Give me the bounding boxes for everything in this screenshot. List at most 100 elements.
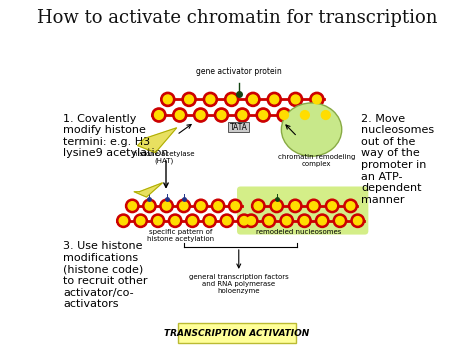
Circle shape bbox=[277, 108, 291, 122]
Circle shape bbox=[160, 199, 173, 213]
Circle shape bbox=[256, 108, 270, 122]
Circle shape bbox=[252, 199, 265, 213]
Text: chromatin remodeling
complex: chromatin remodeling complex bbox=[278, 154, 356, 168]
Circle shape bbox=[197, 202, 205, 210]
Circle shape bbox=[325, 199, 339, 213]
Circle shape bbox=[171, 217, 179, 225]
Text: TATA: TATA bbox=[230, 122, 248, 132]
Circle shape bbox=[265, 217, 273, 225]
Circle shape bbox=[163, 202, 171, 210]
Circle shape bbox=[161, 92, 175, 106]
Circle shape bbox=[310, 202, 318, 210]
Circle shape bbox=[291, 95, 300, 104]
Text: TRANSCRIPTION ACTIVATION: TRANSCRIPTION ACTIVATION bbox=[164, 329, 310, 338]
Text: remodeled nucleosomes: remodeled nucleosomes bbox=[256, 229, 342, 235]
Circle shape bbox=[321, 111, 330, 119]
Circle shape bbox=[175, 111, 184, 119]
Circle shape bbox=[151, 214, 164, 228]
Circle shape bbox=[307, 199, 320, 213]
Text: How to activate chromatin for transcription: How to activate chromatin for transcript… bbox=[37, 9, 437, 27]
Circle shape bbox=[168, 214, 182, 228]
Circle shape bbox=[206, 95, 215, 104]
Circle shape bbox=[203, 92, 218, 106]
Circle shape bbox=[152, 108, 166, 122]
Circle shape bbox=[254, 202, 263, 210]
Ellipse shape bbox=[282, 103, 342, 156]
Circle shape bbox=[214, 202, 222, 210]
Circle shape bbox=[262, 214, 276, 228]
Text: 3. Use histone
modifications
(histone code)
to recruit other
activator/co-
activ: 3. Use histone modifications (histone co… bbox=[63, 241, 147, 310]
Circle shape bbox=[220, 214, 234, 228]
Circle shape bbox=[240, 217, 248, 225]
Circle shape bbox=[336, 217, 344, 225]
Circle shape bbox=[354, 217, 362, 225]
Circle shape bbox=[346, 202, 355, 210]
Circle shape bbox=[128, 202, 137, 210]
Circle shape bbox=[194, 199, 208, 213]
Text: histone acetylase
(HAT): histone acetylase (HAT) bbox=[134, 151, 195, 164]
Circle shape bbox=[237, 214, 251, 228]
Circle shape bbox=[180, 202, 188, 210]
Circle shape bbox=[203, 214, 216, 228]
Circle shape bbox=[211, 199, 225, 213]
Polygon shape bbox=[134, 183, 163, 197]
Circle shape bbox=[225, 92, 239, 106]
Text: general transcription factors
and RNA polymerase
holoenzyme: general transcription factors and RNA po… bbox=[189, 274, 289, 294]
Circle shape bbox=[186, 214, 199, 228]
Circle shape bbox=[298, 108, 312, 122]
Circle shape bbox=[333, 214, 346, 228]
FancyBboxPatch shape bbox=[237, 186, 368, 235]
Circle shape bbox=[291, 202, 300, 210]
Circle shape bbox=[259, 111, 268, 119]
Circle shape bbox=[173, 108, 187, 122]
Circle shape bbox=[246, 92, 260, 106]
Circle shape bbox=[196, 111, 205, 119]
Text: 2. Move
nucleosomes
out of the
way of the
promoter in
an ATP-
dependent
manner: 2. Move nucleosomes out of the way of th… bbox=[361, 114, 434, 205]
Circle shape bbox=[238, 111, 247, 119]
Circle shape bbox=[283, 217, 291, 225]
Circle shape bbox=[280, 111, 289, 119]
Circle shape bbox=[247, 217, 255, 225]
Circle shape bbox=[245, 214, 258, 228]
Circle shape bbox=[301, 111, 310, 119]
Text: gene activator protein: gene activator protein bbox=[196, 67, 282, 76]
Circle shape bbox=[154, 217, 162, 225]
Circle shape bbox=[205, 217, 214, 225]
Circle shape bbox=[177, 199, 191, 213]
Circle shape bbox=[182, 92, 196, 106]
Circle shape bbox=[267, 92, 282, 106]
Circle shape bbox=[164, 95, 172, 104]
Text: specific pattern of
histone acetylation: specific pattern of histone acetylation bbox=[146, 229, 214, 242]
Circle shape bbox=[231, 202, 239, 210]
Circle shape bbox=[137, 217, 145, 225]
Circle shape bbox=[300, 217, 309, 225]
Circle shape bbox=[145, 202, 154, 210]
Circle shape bbox=[351, 214, 365, 228]
Circle shape bbox=[318, 217, 327, 225]
Circle shape bbox=[248, 95, 257, 104]
Circle shape bbox=[117, 214, 130, 228]
Circle shape bbox=[289, 92, 303, 106]
Circle shape bbox=[316, 214, 329, 228]
FancyBboxPatch shape bbox=[228, 122, 249, 132]
Polygon shape bbox=[137, 128, 177, 153]
Circle shape bbox=[217, 111, 226, 119]
FancyBboxPatch shape bbox=[178, 323, 296, 343]
Circle shape bbox=[312, 95, 321, 104]
Circle shape bbox=[298, 214, 311, 228]
Circle shape bbox=[310, 92, 324, 106]
Circle shape bbox=[143, 199, 156, 213]
Circle shape bbox=[188, 217, 197, 225]
Circle shape bbox=[228, 199, 242, 213]
Circle shape bbox=[270, 199, 283, 213]
Circle shape bbox=[328, 202, 337, 210]
Circle shape bbox=[319, 108, 333, 122]
Circle shape bbox=[155, 111, 164, 119]
Circle shape bbox=[119, 217, 128, 225]
Circle shape bbox=[270, 95, 279, 104]
Circle shape bbox=[193, 108, 208, 122]
Circle shape bbox=[289, 199, 302, 213]
Circle shape bbox=[227, 95, 236, 104]
Circle shape bbox=[223, 217, 231, 225]
Circle shape bbox=[235, 108, 249, 122]
